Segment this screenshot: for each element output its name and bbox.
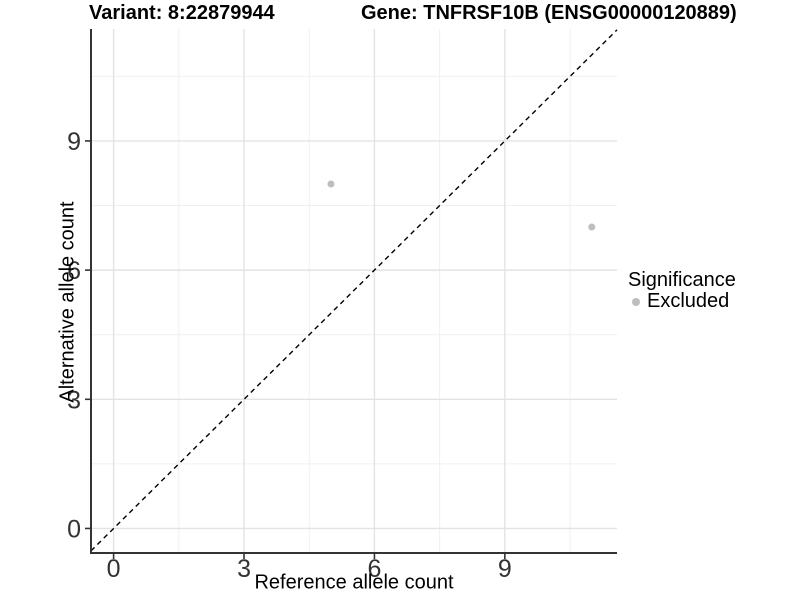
y-axis-label: Alternative allele count (56, 201, 79, 403)
plot-title-variant: Variant: 8:22879944 (89, 2, 275, 24)
legend-item-label: Excluded (647, 290, 730, 312)
y-tick-label: 0 (67, 515, 81, 543)
y-tick-label: 6 (67, 257, 81, 285)
excluded-point-icon (632, 297, 640, 306)
x-tick-label: 9 (498, 555, 512, 583)
identity-line (90, 29, 618, 552)
y-tick-label: 9 (67, 128, 81, 156)
legend-item-excluded: Excluded (628, 291, 736, 312)
legend: Significance Excluded (628, 270, 736, 312)
y-tick-label: 3 (67, 386, 81, 414)
x-axis-label: Reference allele count (254, 571, 454, 594)
plot-title-gene: Gene: TNFRSF10B (ENSG00000120889) (361, 2, 737, 24)
data-point (588, 223, 596, 231)
x-tick-label: 6 (367, 555, 381, 583)
x-tick-label: 0 (107, 555, 121, 583)
data-point (327, 180, 335, 188)
x-tick-label: 3 (237, 555, 251, 583)
legend-title: Significance (628, 269, 736, 291)
